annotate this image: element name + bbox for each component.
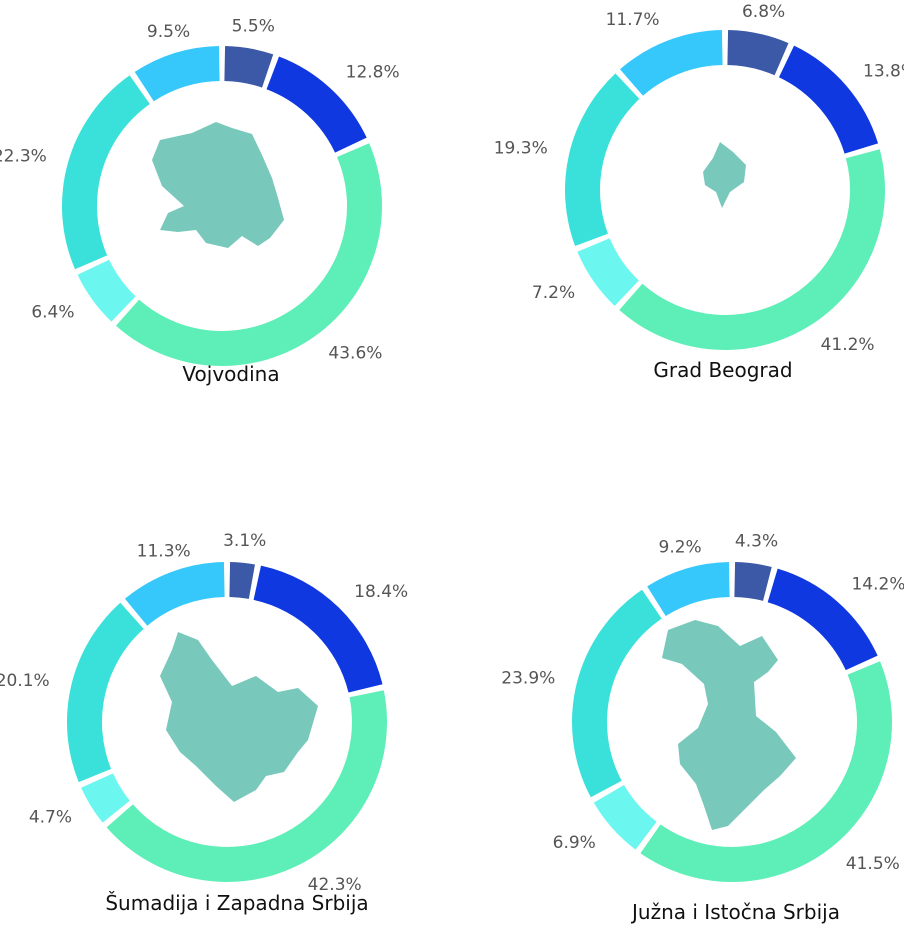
donut-segment-juzna-i-istocna-srbija-1 xyxy=(734,562,772,601)
percent-label-grad-beograd-3: 41.2% xyxy=(821,335,875,355)
percent-label-sumadija-i-zapadna-srbija-4: 4.7% xyxy=(29,807,72,827)
donut-segment-grad-beograd-5 xyxy=(565,73,640,247)
percent-label-sumadija-i-zapadna-srbija-5: 20.1% xyxy=(0,671,50,691)
title-grad-beograd: Grad Beograd xyxy=(653,358,793,382)
percent-label-juzna-i-istocna-srbija-2: 14.2% xyxy=(851,575,904,595)
donut-segment-vojvodina-6 xyxy=(134,46,220,102)
donut-segment-sumadija-i-zapadna-srbija-3 xyxy=(106,690,388,883)
donut-segment-juzna-i-istocna-srbija-3 xyxy=(640,661,892,883)
donut-segment-grad-beograd-1 xyxy=(727,30,789,76)
donut-segment-vojvodina-4 xyxy=(77,259,136,322)
percent-label-vojvodina-2: 12.8% xyxy=(346,62,400,82)
donut-segment-grad-beograd-3 xyxy=(619,149,885,350)
donut-segment-grad-beograd-6 xyxy=(619,30,723,96)
percent-label-vojvodina-6: 9.5% xyxy=(147,22,190,42)
percent-label-juzna-i-istocna-srbija-3: 41.5% xyxy=(846,854,900,874)
percent-label-vojvodina-5: 22.3% xyxy=(0,147,47,167)
percent-label-juzna-i-istocna-srbija-6: 9.2% xyxy=(659,538,702,558)
donut-segment-vojvodina-1 xyxy=(224,46,274,88)
title-juzna-i-istocna-srbija: Južna i Istočna Srbija xyxy=(632,900,840,924)
percent-label-juzna-i-istocna-srbija-4: 6.9% xyxy=(553,833,596,853)
donut-segment-vojvodina-3 xyxy=(115,143,382,366)
region-map-vojvodina xyxy=(152,122,284,248)
donut-chart-vojvodina: 5.5% 12.8% 43.6% 6.4% 22.3% 9.5% xyxy=(0,17,400,366)
region-map-sumadija-i-zapadna-srbija xyxy=(160,632,318,802)
donut-segment-sumadija-i-zapadna-srbija-6 xyxy=(124,562,225,626)
percent-label-vojvodina-1: 5.5% xyxy=(232,17,275,37)
percent-label-grad-beograd-4: 7.2% xyxy=(532,283,575,303)
title-sumadija-i-zapadna-srbija: Šumadija i Zapadna Srbija xyxy=(105,891,369,915)
title-vojvodina: Vojvodina xyxy=(182,362,280,386)
percent-label-grad-beograd-6: 11.7% xyxy=(606,10,660,30)
donut-chart-sumadija-i-zapadna-srbija: 3.1% 18.4% 42.3% 4.7% 20.1% 11.3% xyxy=(0,531,408,895)
donut-segment-vojvodina-5 xyxy=(62,75,150,270)
donut-segment-sumadija-i-zapadna-srbija-2 xyxy=(253,565,383,693)
donut-segment-juzna-i-istocna-srbija-5 xyxy=(571,589,662,798)
donut-segment-sumadija-i-zapadna-srbija-5 xyxy=(67,602,144,783)
percent-label-grad-beograd-2: 13.8% xyxy=(863,61,904,81)
donut-segment-juzna-i-istocna-srbija-2 xyxy=(767,568,878,671)
region-map-juzna-i-istocna-srbija xyxy=(662,620,796,830)
percent-label-sumadija-i-zapadna-srbija-3: 42.3% xyxy=(308,875,362,895)
donut-segment-sumadija-i-zapadna-srbija-1 xyxy=(229,562,255,599)
donut-segment-vojvodina-2 xyxy=(266,56,367,153)
percent-label-juzna-i-istocna-srbija-5: 23.9% xyxy=(501,668,555,688)
percent-label-grad-beograd-5: 19.3% xyxy=(494,139,548,159)
donut-segment-juzna-i-istocna-srbija-6 xyxy=(647,562,730,617)
donut-chart-juzna-i-istocna-srbija: 4.3% 14.2% 41.5% 6.9% 23.9% 9.2% xyxy=(501,532,904,883)
percent-label-grad-beograd-1: 6.8% xyxy=(742,2,785,22)
region-map-grad-beograd xyxy=(703,142,746,208)
donut-segment-grad-beograd-4 xyxy=(577,238,639,306)
percent-label-vojvodina-3: 43.6% xyxy=(328,344,382,364)
percent-label-vojvodina-4: 6.4% xyxy=(31,303,74,323)
percent-label-sumadija-i-zapadna-srbija-6: 11.3% xyxy=(137,541,191,561)
percent-label-sumadija-i-zapadna-srbija-2: 18.4% xyxy=(354,582,408,602)
percent-label-juzna-i-istocna-srbija-1: 4.3% xyxy=(735,532,778,552)
donut-segment-grad-beograd-2 xyxy=(778,45,879,154)
donut-segment-sumadija-i-zapadna-srbija-4 xyxy=(81,773,130,823)
donut-segment-juzna-i-istocna-srbija-4 xyxy=(593,784,657,850)
percent-label-sumadija-i-zapadna-srbija-1: 3.1% xyxy=(223,531,266,551)
donut-chart-grad-beograd: 6.8% 13.8% 41.2% 7.2% 19.3% 11.7% xyxy=(494,2,904,355)
